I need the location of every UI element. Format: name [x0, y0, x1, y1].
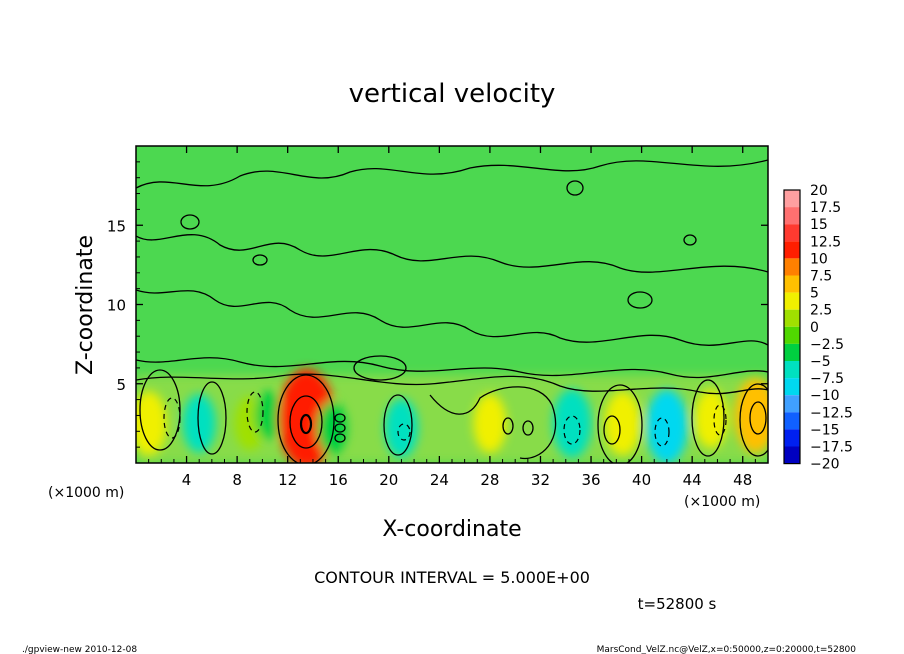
x-tick-label: 20: [379, 471, 398, 489]
x-axis-label: X-coordinate: [382, 517, 521, 542]
colorbar-swatch: [784, 190, 800, 208]
colorbar-label: −17.5: [810, 440, 853, 456]
colorbar-swatch: [784, 326, 800, 344]
x-tick-label: 4: [182, 471, 192, 489]
y-axis-label: Z-coordinate: [73, 235, 98, 375]
negative-contours: [163, 391, 727, 447]
velocity-cell-10: [646, 389, 688, 463]
colorbar-swatch: [784, 309, 800, 327]
plot-area: [136, 146, 768, 463]
colorbar-swatch: [784, 412, 800, 430]
colorbar-swatch: [784, 241, 800, 259]
footer-left: ./gpview-new 2010-12-08: [22, 645, 137, 654]
x-tick-label: 24: [430, 471, 449, 489]
y-tick-label: 10: [107, 297, 126, 315]
contour-lines: [136, 159, 768, 463]
colorbar-label: −7.5: [810, 371, 844, 387]
velocity-cell-11: [694, 389, 728, 449]
colorbar-swatch: [784, 207, 800, 225]
velocity-cell-9: [604, 391, 641, 456]
velocity-cell-7: [473, 393, 507, 453]
x-tick-label: 28: [480, 471, 499, 489]
colorbar-label: 7.5: [810, 269, 832, 285]
colorbar-swatch: [784, 292, 800, 310]
x-tick-label: 48: [733, 471, 752, 489]
y-tick-label: 5: [116, 376, 126, 394]
colorbar-swatch: [784, 343, 800, 361]
x-tick-label: 12: [278, 471, 297, 489]
x-axis-unit-label: (×1000 m): [684, 494, 760, 510]
x-tick-label: 44: [683, 471, 702, 489]
x-tick-label: 36: [581, 471, 600, 489]
y-axis-unit-label: (×1000 m): [48, 485, 124, 501]
colorbar-label: −10: [810, 388, 840, 404]
velocity-cell-8: [552, 388, 592, 458]
colorbar-swatch: [784, 224, 800, 242]
colorbar-label: 12.5: [810, 234, 841, 250]
colorbar-swatch: [784, 395, 800, 413]
chart-title: vertical velocity: [349, 79, 556, 109]
colorbar-label: 2.5: [810, 303, 832, 319]
velocity-cell-0: [136, 391, 167, 456]
colorbar-label: 15: [810, 217, 828, 233]
colorbar-swatch: [784, 361, 800, 379]
colorbar-label: −5: [810, 354, 831, 370]
colorbar-label: −2.5: [810, 337, 844, 353]
colorbar-swatch: [784, 258, 800, 276]
x-axis: 4 8 12 16 20 24 28 32 36 40 44 48: [148, 146, 756, 489]
y-tick-label: 15: [107, 217, 126, 235]
x-tick-label: 8: [232, 471, 242, 489]
colorbar-swatch: [784, 446, 800, 464]
y-axis: 5 10 15: [107, 161, 768, 448]
colorbar-label: 20: [810, 183, 828, 199]
x-tick-label: 32: [531, 471, 550, 489]
colorbar-swatch: [784, 429, 800, 447]
colorbar-label: −15: [810, 422, 840, 438]
colorbar-label: −12.5: [810, 405, 853, 421]
x-tick-label: 40: [632, 471, 651, 489]
footer-right: MarsCond_VelZ.nc@VelZ,x=0:50000,z=0:2000…: [597, 645, 857, 654]
colorbar-label: 5: [810, 286, 819, 302]
colorbar-label: 17.5: [810, 200, 841, 216]
colorbar-label: −20: [810, 457, 840, 473]
colorbar-frame: [783, 189, 801, 465]
time-stamp-text: t=52800 s: [638, 595, 717, 613]
velocity-cell-1: [182, 393, 216, 453]
colorbar-swatch: [784, 275, 800, 293]
colorbar-label: 10: [810, 251, 828, 267]
contour-interval-text: CONTOUR INTERVAL = 5.000E+00: [314, 568, 590, 587]
x-tick-label: 16: [329, 471, 348, 489]
colorbar-swatch: [784, 378, 800, 396]
colorbar-label: 0: [810, 320, 819, 336]
